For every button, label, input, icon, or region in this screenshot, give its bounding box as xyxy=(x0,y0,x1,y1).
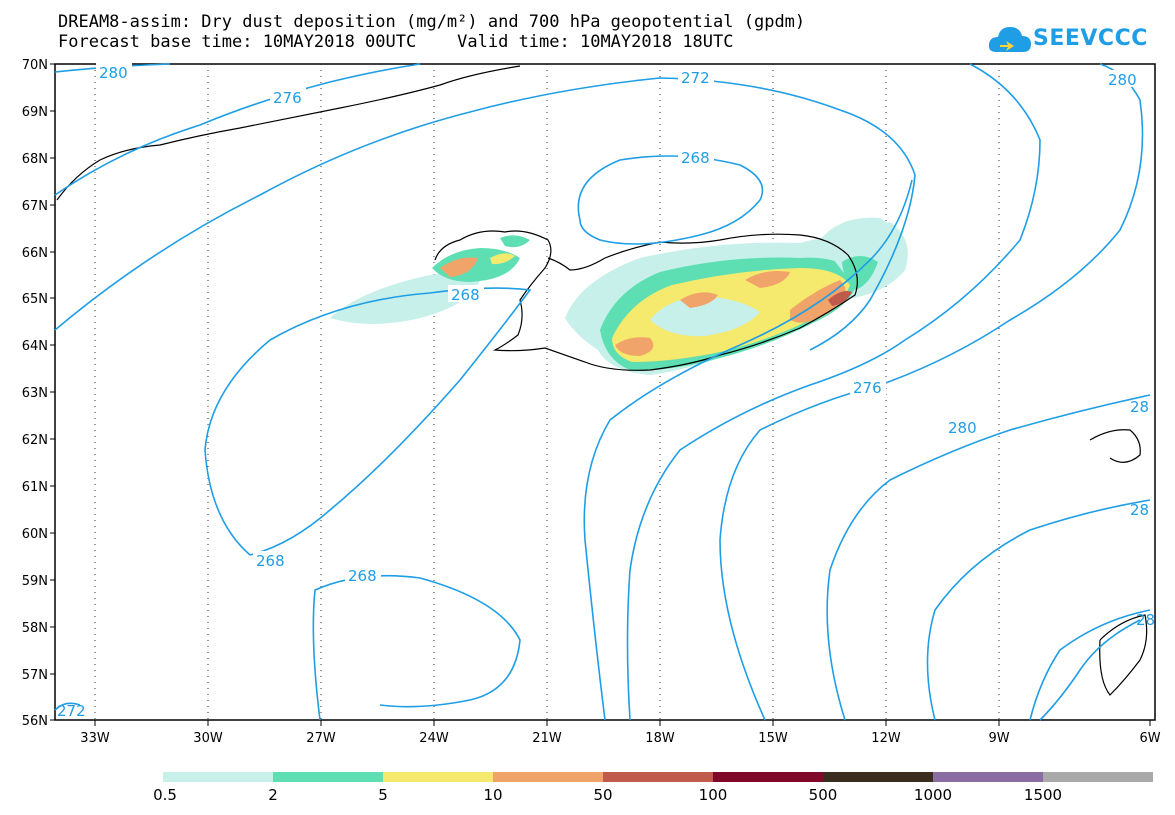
map-title-line-2: Forecast base time: 10MAY2018 00UTC Vali… xyxy=(58,32,734,52)
lat-label: 66N xyxy=(22,246,48,261)
map-title-line-1: DREAM8-assim: Dry dust deposition (mg/m²… xyxy=(58,12,806,32)
lat-label: 62N xyxy=(22,433,48,448)
lat-label: 65N xyxy=(22,292,48,307)
lon-label: 27W xyxy=(306,731,336,746)
logo-text: SEEVCCC xyxy=(1033,26,1148,51)
contour-label: 28 xyxy=(1130,398,1149,416)
legend-label: 50 xyxy=(593,786,612,804)
lon-label: 9W xyxy=(988,731,1009,746)
lon-label: 15W xyxy=(758,731,788,746)
geopotential-contours xyxy=(54,63,1151,721)
lat-label: 59N xyxy=(22,574,48,589)
dust-deposition-field xyxy=(330,217,908,375)
lat-label: 60N xyxy=(22,527,48,542)
lon-label: 21W xyxy=(532,731,562,746)
legend-swatch xyxy=(603,772,713,782)
contour-label: 28 xyxy=(1130,501,1149,519)
lat-label: 61N xyxy=(22,480,48,495)
graticule xyxy=(94,64,1000,720)
coastlines xyxy=(56,65,1148,696)
lat-label: 63N xyxy=(22,386,48,401)
lon-label: 33W xyxy=(80,731,110,746)
map-frame xyxy=(54,63,1156,721)
legend-swatch xyxy=(383,772,493,782)
contour-label: 272 xyxy=(57,702,86,720)
contour-label: 280 xyxy=(948,419,977,437)
contour-label: 280 xyxy=(99,64,128,82)
legend-label: 500 xyxy=(809,786,838,804)
legend-label: 2 xyxy=(268,786,278,804)
legend-colorbar xyxy=(163,772,1153,782)
latitude-axis: 70N 69N 68N 67N 66N 65N 64N 63N 62N 61N … xyxy=(22,58,55,729)
lat-label: 56N xyxy=(22,714,48,729)
cloud-icon xyxy=(988,27,1031,52)
contour-label: 276 xyxy=(853,379,882,397)
legend-swatch xyxy=(823,772,933,782)
contour-label: 276 xyxy=(273,89,302,107)
legend-swatch xyxy=(493,772,603,782)
lat-label: 57N xyxy=(22,668,48,683)
lon-label: 18W xyxy=(645,731,675,746)
longitude-axis: 33W 30W 27W 24W 21W 18W 15W 12W 9W 6W xyxy=(80,720,1161,746)
legend-label: 1000 xyxy=(914,786,952,804)
contour-labels: 280 276 272 268 268 268 268 280 276 280 … xyxy=(57,63,1155,720)
lon-label: 24W xyxy=(419,731,449,746)
lat-label: 68N xyxy=(22,152,48,167)
contour-label: 268 xyxy=(681,149,710,167)
legend-label: 1500 xyxy=(1024,786,1062,804)
legend-swatch xyxy=(933,772,1043,782)
lat-label: 64N xyxy=(22,339,48,354)
legend-swatch xyxy=(713,772,823,782)
seevccc-logo: SEEVCCC xyxy=(988,20,1158,60)
legend-label: 5 xyxy=(378,786,388,804)
legend-swatch xyxy=(273,772,383,782)
lat-label: 69N xyxy=(22,105,48,120)
lat-label: 70N xyxy=(22,58,48,73)
legend-label: 100 xyxy=(699,786,728,804)
legend-swatch xyxy=(163,772,273,782)
contour-label: 272 xyxy=(681,69,710,87)
contour-label: 280 xyxy=(1108,71,1137,89)
contour-label: 268 xyxy=(348,567,377,585)
legend-swatch xyxy=(1043,772,1153,782)
legend-label: 0.5 xyxy=(153,786,177,804)
contour-label: 268 xyxy=(256,552,285,570)
legend-label: 10 xyxy=(483,786,502,804)
lat-label: 58N xyxy=(22,621,48,636)
contour-label: 268 xyxy=(451,286,480,304)
contour-label: 28 xyxy=(1136,611,1155,629)
lon-label: 6W xyxy=(1139,731,1160,746)
lat-label: 67N xyxy=(22,199,48,214)
lon-label: 30W xyxy=(193,731,223,746)
lon-label: 12W xyxy=(871,731,901,746)
legend-labels: 0.5 2 5 10 50 100 500 1000 1500 xyxy=(153,786,1062,804)
